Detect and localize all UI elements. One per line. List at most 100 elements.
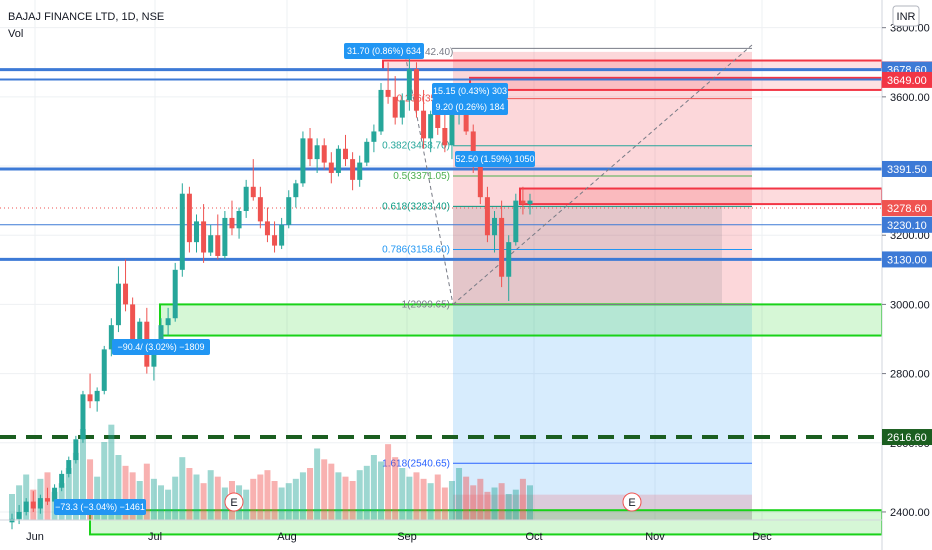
volume-bar [441, 487, 448, 520]
change-label-top: 31.70 (0.86%) 634 [344, 43, 424, 59]
volume-bar [349, 481, 356, 520]
volume-bar [406, 476, 413, 520]
reward-zone [453, 304, 752, 520]
x-tick-label: Jul [148, 531, 162, 543]
volume-bar [108, 424, 115, 520]
candle-body [520, 200, 526, 205]
candle-body [272, 235, 278, 246]
volume-bar [186, 468, 193, 520]
candle-body [52, 487, 58, 502]
volume-bar [427, 483, 434, 520]
volume-bar [79, 429, 86, 520]
x-tick-label: Oct [525, 531, 542, 543]
indicator-label: Vol [8, 28, 23, 40]
price-tag-bg [882, 200, 932, 217]
earnings-marker [622, 492, 642, 512]
candle-body [236, 211, 242, 229]
candle-body [293, 183, 299, 198]
volume-bar [484, 491, 491, 520]
volume-bar [179, 457, 186, 520]
price-tag-text: 3649.00 [887, 75, 927, 87]
fib-label: 0.382(3458.70) [382, 141, 450, 152]
candle-body [94, 390, 100, 402]
change-label-1: 15.15 (0.43%) 303 [432, 83, 508, 99]
price-tag-text: 3130.00 [887, 254, 927, 266]
candle-body [222, 217, 228, 256]
resistance-zone-low [519, 187, 883, 206]
volume-bar [342, 476, 349, 520]
volume-bar [115, 455, 122, 520]
earnings-marker-text: E [628, 497, 635, 509]
candle-body [477, 166, 483, 198]
candle-body [499, 217, 505, 277]
fib-label: 0.618(3283.40) [382, 201, 450, 212]
candle-body [350, 159, 356, 180]
candle-body [179, 193, 185, 270]
support-zone [159, 303, 883, 337]
volume-bar [470, 485, 477, 520]
volume-bar [363, 465, 370, 520]
volume-bar [129, 472, 136, 520]
candle-body [300, 138, 306, 184]
candle-body [9, 518, 15, 523]
volume-bar [392, 457, 399, 520]
volume-bar [264, 470, 271, 520]
resistance-zone-top [382, 59, 883, 71]
y-tick-label: 2400.00 [890, 507, 930, 519]
y-tick-label: 3000.00 [890, 299, 930, 311]
volume-bar [335, 472, 342, 520]
volume-bar [87, 459, 94, 520]
candle-body [130, 304, 136, 339]
change-label-2-text: 9.20 (0.26%) 184 [435, 102, 504, 112]
candle-body [158, 325, 164, 343]
candle-body [314, 145, 320, 160]
volume-bar [321, 459, 328, 520]
candle-body [208, 235, 214, 253]
volume-bar [165, 489, 172, 520]
y-tick-label: 3200.00 [890, 230, 930, 242]
candle-body [335, 148, 341, 173]
change-label-bottom: −73.3 (−3.04%) −1461 [54, 499, 146, 515]
candle-body [484, 197, 490, 236]
volume-bar [413, 472, 420, 520]
candle-body [343, 148, 349, 160]
change-label-top-bg [344, 43, 424, 59]
candle-body [506, 242, 512, 277]
candle-body [44, 498, 50, 502]
volume-bar [193, 474, 200, 520]
volume-bar [299, 472, 306, 520]
volume-bar [370, 455, 377, 520]
volume-bar [307, 468, 314, 520]
candle-body [115, 283, 121, 326]
price-tag-bg [882, 71, 932, 88]
price-tag: 3649.00 [882, 71, 932, 88]
fib-label: 1(2999.65) [402, 300, 450, 311]
y-tick-label: 2800.00 [890, 369, 930, 381]
x-tick-label: Jun [26, 531, 44, 543]
candle-body [435, 114, 441, 128]
price-tag: 3391.50 [882, 160, 932, 177]
change-label-left-bg [112, 339, 210, 355]
price-tag-bg [882, 160, 932, 177]
volume-bar [72, 452, 79, 520]
price-tag: 3278.60 [882, 200, 932, 217]
fib-diagonal [403, 48, 454, 305]
change-label-bottom-bg [54, 499, 146, 515]
candle-body [513, 200, 519, 243]
price-tag-text: 3391.50 [887, 164, 927, 176]
candle-body [201, 221, 207, 253]
volume-bar [278, 487, 285, 520]
candle-body [172, 269, 178, 319]
candle-body [250, 186, 256, 198]
volume-bar [448, 481, 455, 520]
volume-bar [207, 470, 214, 520]
chart-title: BAJAJ FINANCE LTD, 1D, NSE [8, 11, 164, 23]
price-tag: 3130.00 [882, 251, 932, 268]
x-tick-label: Aug [277, 531, 297, 543]
change-label-1-text: 15.15 (0.43%) 303 [433, 86, 507, 96]
candle-body [73, 439, 79, 461]
volume-bar [172, 476, 179, 520]
currency-button[interactable]: INR [892, 5, 920, 27]
candle-body [328, 162, 334, 173]
